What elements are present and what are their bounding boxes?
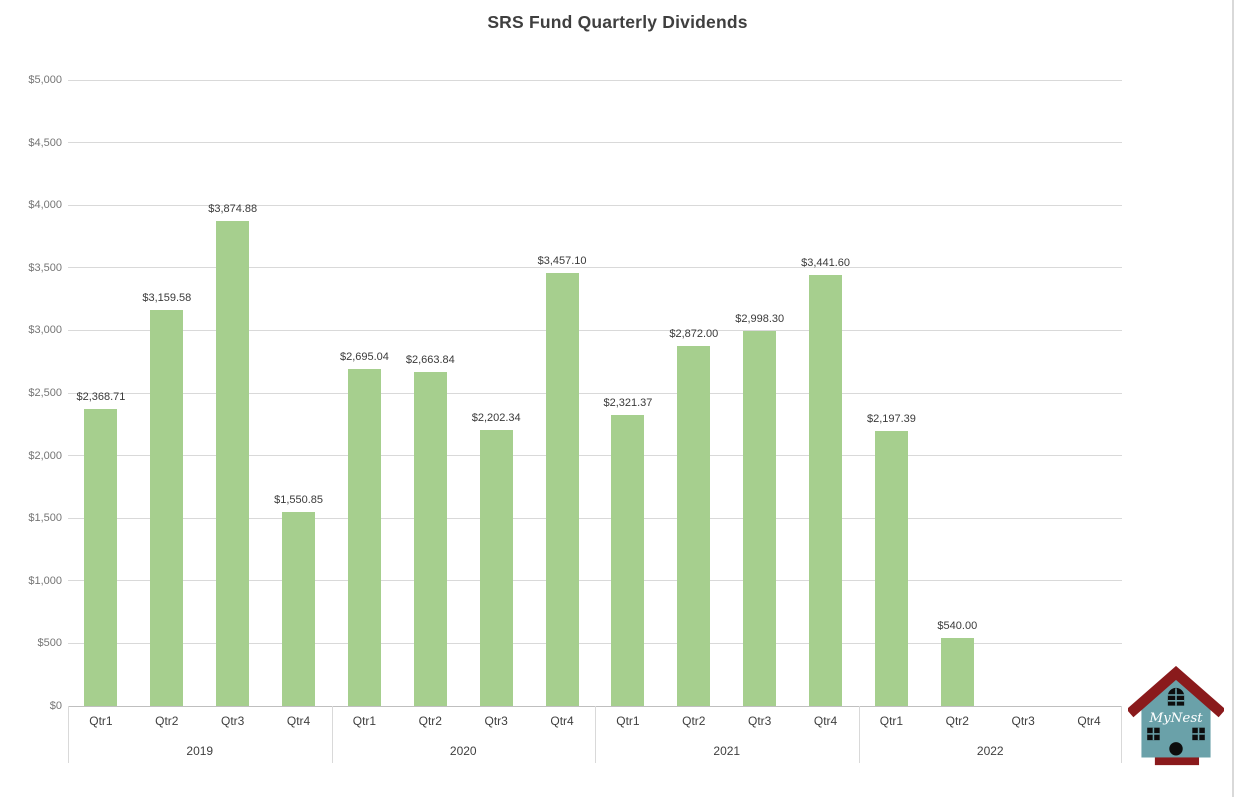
birdhouse-roof bbox=[1128, 666, 1224, 718]
y-tick-label: $3,500 bbox=[28, 261, 62, 274]
birdhouse-hole bbox=[1169, 742, 1183, 756]
bar-value-label: $2,197.39 bbox=[866, 412, 916, 425]
bar bbox=[611, 415, 645, 706]
bar-value-label: $2,663.84 bbox=[405, 354, 455, 367]
bar-value-label: $2,998.30 bbox=[735, 312, 785, 325]
year-label: 2019 bbox=[186, 744, 214, 758]
group-divider bbox=[595, 706, 596, 763]
y-tick-label: $2,500 bbox=[28, 387, 62, 399]
year-label: 2021 bbox=[713, 744, 741, 758]
year-label: 2020 bbox=[449, 744, 477, 758]
y-tick-label: $0 bbox=[49, 700, 62, 712]
y-tick-label: $500 bbox=[37, 637, 62, 650]
bar-value-label: $3,159.58 bbox=[142, 292, 192, 305]
quarter-label: Qtr3 bbox=[484, 714, 508, 728]
plot-area: $0 $500 $1,000 $1,500 $2,000 $2,500 $3,000 $3,5… bbox=[28, 74, 1122, 712]
y-tick-label: $1,500 bbox=[28, 512, 62, 525]
y-tick-label: $4,500 bbox=[28, 136, 62, 149]
group-divider bbox=[331, 706, 333, 763]
bar bbox=[479, 430, 513, 706]
birdhouse-base bbox=[1154, 757, 1200, 766]
bar-value-label: $540.00 bbox=[937, 620, 978, 633]
gridline bbox=[68, 642, 1122, 644]
gridline bbox=[68, 329, 1122, 331]
y-tick-label: $2,000 bbox=[28, 449, 62, 462]
group-divider bbox=[1121, 706, 1122, 763]
bar bbox=[347, 368, 381, 706]
gridline bbox=[68, 392, 1122, 394]
mynest-logo: MyNest bbox=[1128, 666, 1224, 766]
arch-window-icon bbox=[1167, 687, 1185, 706]
quarter-label: Qtr1 bbox=[89, 714, 113, 728]
bar bbox=[743, 330, 777, 706]
group-divider bbox=[68, 706, 69, 763]
bar bbox=[809, 275, 843, 706]
quarter-label: Qtr2 bbox=[418, 714, 442, 728]
bar bbox=[282, 511, 316, 706]
year-label: 2022 bbox=[976, 744, 1004, 758]
gridline bbox=[68, 580, 1122, 582]
chart-title: SRS Fund Quarterly Dividends bbox=[487, 12, 748, 32]
bar-value-label: $2,872.00 bbox=[669, 328, 719, 341]
quarter-label: Qtr2 bbox=[945, 714, 969, 728]
quarter-label: Qtr1 bbox=[879, 714, 904, 728]
logo-text: MyNest bbox=[1148, 711, 1203, 726]
y-tick-label: $5,000 bbox=[28, 74, 62, 86]
left-window-icon bbox=[1147, 727, 1160, 741]
bar bbox=[940, 638, 974, 706]
category-axis: Qtr1 Qtr2 Qtr3 Qtr4 2019 Qtr1 Qtr2 Qtr3 Qtr4 2020… bbox=[68, 706, 1122, 763]
quarter-label: Qtr4 bbox=[1077, 714, 1101, 728]
quarter-label: Qtr2 bbox=[155, 714, 179, 728]
quarter-label: Qtr3 bbox=[1011, 714, 1035, 728]
quarter-label: Qtr4 bbox=[286, 714, 311, 728]
quarter-label: Qtr3 bbox=[221, 714, 245, 728]
gridline bbox=[68, 79, 1122, 81]
y-tick-label: $4,000 bbox=[28, 199, 62, 212]
bar bbox=[413, 372, 447, 706]
bar bbox=[874, 430, 908, 706]
right-window-icon bbox=[1192, 727, 1205, 741]
bar bbox=[677, 346, 711, 706]
quarter-label: Qtr1 bbox=[616, 714, 640, 728]
y-tick-label: $1,000 bbox=[28, 574, 62, 587]
bar-value-label: $3,874.88 bbox=[208, 202, 258, 215]
bar-value-label: $2,695.04 bbox=[339, 350, 389, 363]
bar bbox=[216, 220, 250, 706]
bar-value-label: $3,457.10 bbox=[537, 255, 587, 268]
gridline bbox=[68, 517, 1122, 519]
window-right-border bbox=[1232, 0, 1234, 797]
y-tick-label: $3,000 bbox=[28, 324, 62, 337]
group-divider bbox=[858, 706, 860, 763]
gridline bbox=[68, 204, 1122, 206]
bar-value-label: $2,321.37 bbox=[603, 397, 653, 410]
gridline bbox=[68, 267, 1122, 269]
gridline bbox=[68, 455, 1122, 457]
gridline bbox=[68, 142, 1122, 144]
quarter-label: Qtr3 bbox=[748, 714, 772, 728]
quarter-label: Qtr2 bbox=[682, 714, 706, 728]
quarter-label: Qtr4 bbox=[550, 714, 574, 728]
bar bbox=[150, 310, 184, 706]
bar-value-label: $1,550.85 bbox=[274, 493, 324, 506]
bar bbox=[84, 409, 118, 706]
bar-value-label: $2,202.34 bbox=[471, 412, 521, 425]
bar-value-label: $2,368.71 bbox=[76, 391, 126, 404]
bar-value-label: $3,441.60 bbox=[801, 257, 851, 270]
quarter-label: Qtr4 bbox=[813, 714, 838, 728]
bar bbox=[545, 273, 579, 706]
quarter-label: Qtr1 bbox=[352, 714, 377, 728]
